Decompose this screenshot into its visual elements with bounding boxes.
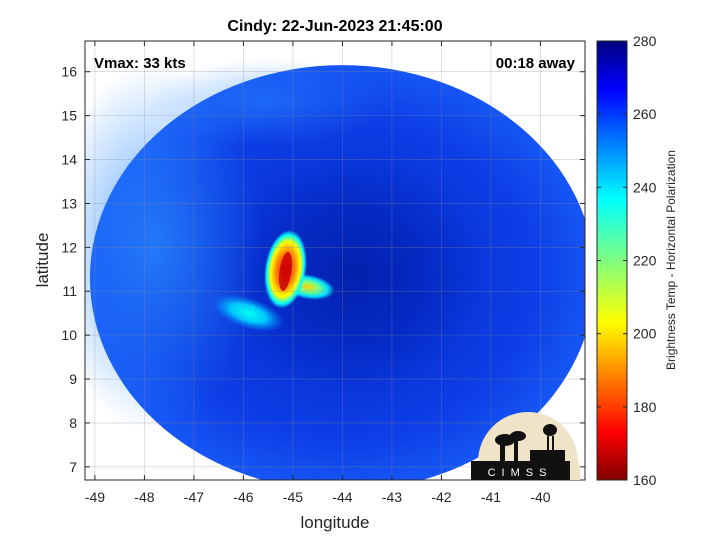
x-axis-ticks: -49 -48 -47 -46 -45 -44 -43 -42 -41 -40 — [85, 41, 551, 505]
y-tick-label: 10 — [61, 327, 77, 343]
chart-title: Cindy: 22-Jun-2023 21:45:00 — [227, 18, 442, 35]
axes-box — [84, 40, 586, 481]
y-tick-label: 7 — [69, 459, 77, 475]
colorbar-tick-label: 240 — [633, 179, 657, 195]
colorbar-ticks: 280 260 240 220 200 180 160 — [597, 33, 657, 488]
colorbar-tick-label: 280 — [633, 33, 657, 49]
x-tick-label: -41 — [481, 489, 501, 505]
grid-lines — [85, 41, 585, 480]
colorbar — [596, 40, 628, 481]
x-tick-label: -43 — [382, 489, 402, 505]
cimss-logo: CIMSS — [471, 412, 580, 480]
colorbar-tick-label: 200 — [633, 326, 657, 342]
x-tick-label: -47 — [184, 489, 204, 505]
cold-band — [212, 294, 284, 332]
time-offset-annotation: 00:18 away — [496, 55, 576, 72]
x-tick-label: -45 — [283, 489, 303, 505]
logo-text: CIMSS — [488, 467, 553, 479]
x-axis-label: longitude — [300, 513, 369, 532]
y-tick-label: 16 — [61, 64, 77, 80]
colorbar-tick-label: 180 — [633, 399, 657, 415]
x-tick-label: -49 — [85, 489, 105, 505]
y-axis-label: latitude — [33, 233, 52, 288]
x-tick-label: -44 — [332, 489, 352, 505]
y-tick-label: 9 — [69, 371, 77, 387]
x-tick-label: -42 — [431, 489, 451, 505]
colorbar-tick-label: 220 — [633, 253, 657, 269]
brightness-temperature-swath — [85, 58, 585, 480]
y-tick-label: 12 — [61, 239, 77, 255]
warm-outer-west — [85, 63, 264, 432]
x-tick-label: -48 — [134, 489, 154, 505]
colorbar-label: Brightness Temp - Horizontal Polarizatio… — [664, 150, 678, 370]
colorbar-tick-label: 260 — [633, 106, 657, 122]
y-axis-ticks: 7 8 9 10 11 12 13 14 15 16 — [61, 64, 585, 475]
y-tick-label: 11 — [62, 283, 77, 299]
y-tick-label: 14 — [61, 152, 77, 168]
y-tick-label: 13 — [61, 195, 77, 211]
x-tick-label: -46 — [233, 489, 253, 505]
vmax-annotation: Vmax: 33 kts — [94, 55, 186, 72]
dark-inner-core — [228, 150, 486, 397]
x-tick-label: -40 — [530, 489, 550, 505]
y-tick-label: 8 — [69, 415, 77, 431]
colorbar-tick-label: 160 — [633, 472, 657, 488]
warm-outer-north — [149, 58, 387, 147]
cold-core-center — [279, 251, 292, 292]
y-tick-label: 15 — [61, 108, 77, 124]
